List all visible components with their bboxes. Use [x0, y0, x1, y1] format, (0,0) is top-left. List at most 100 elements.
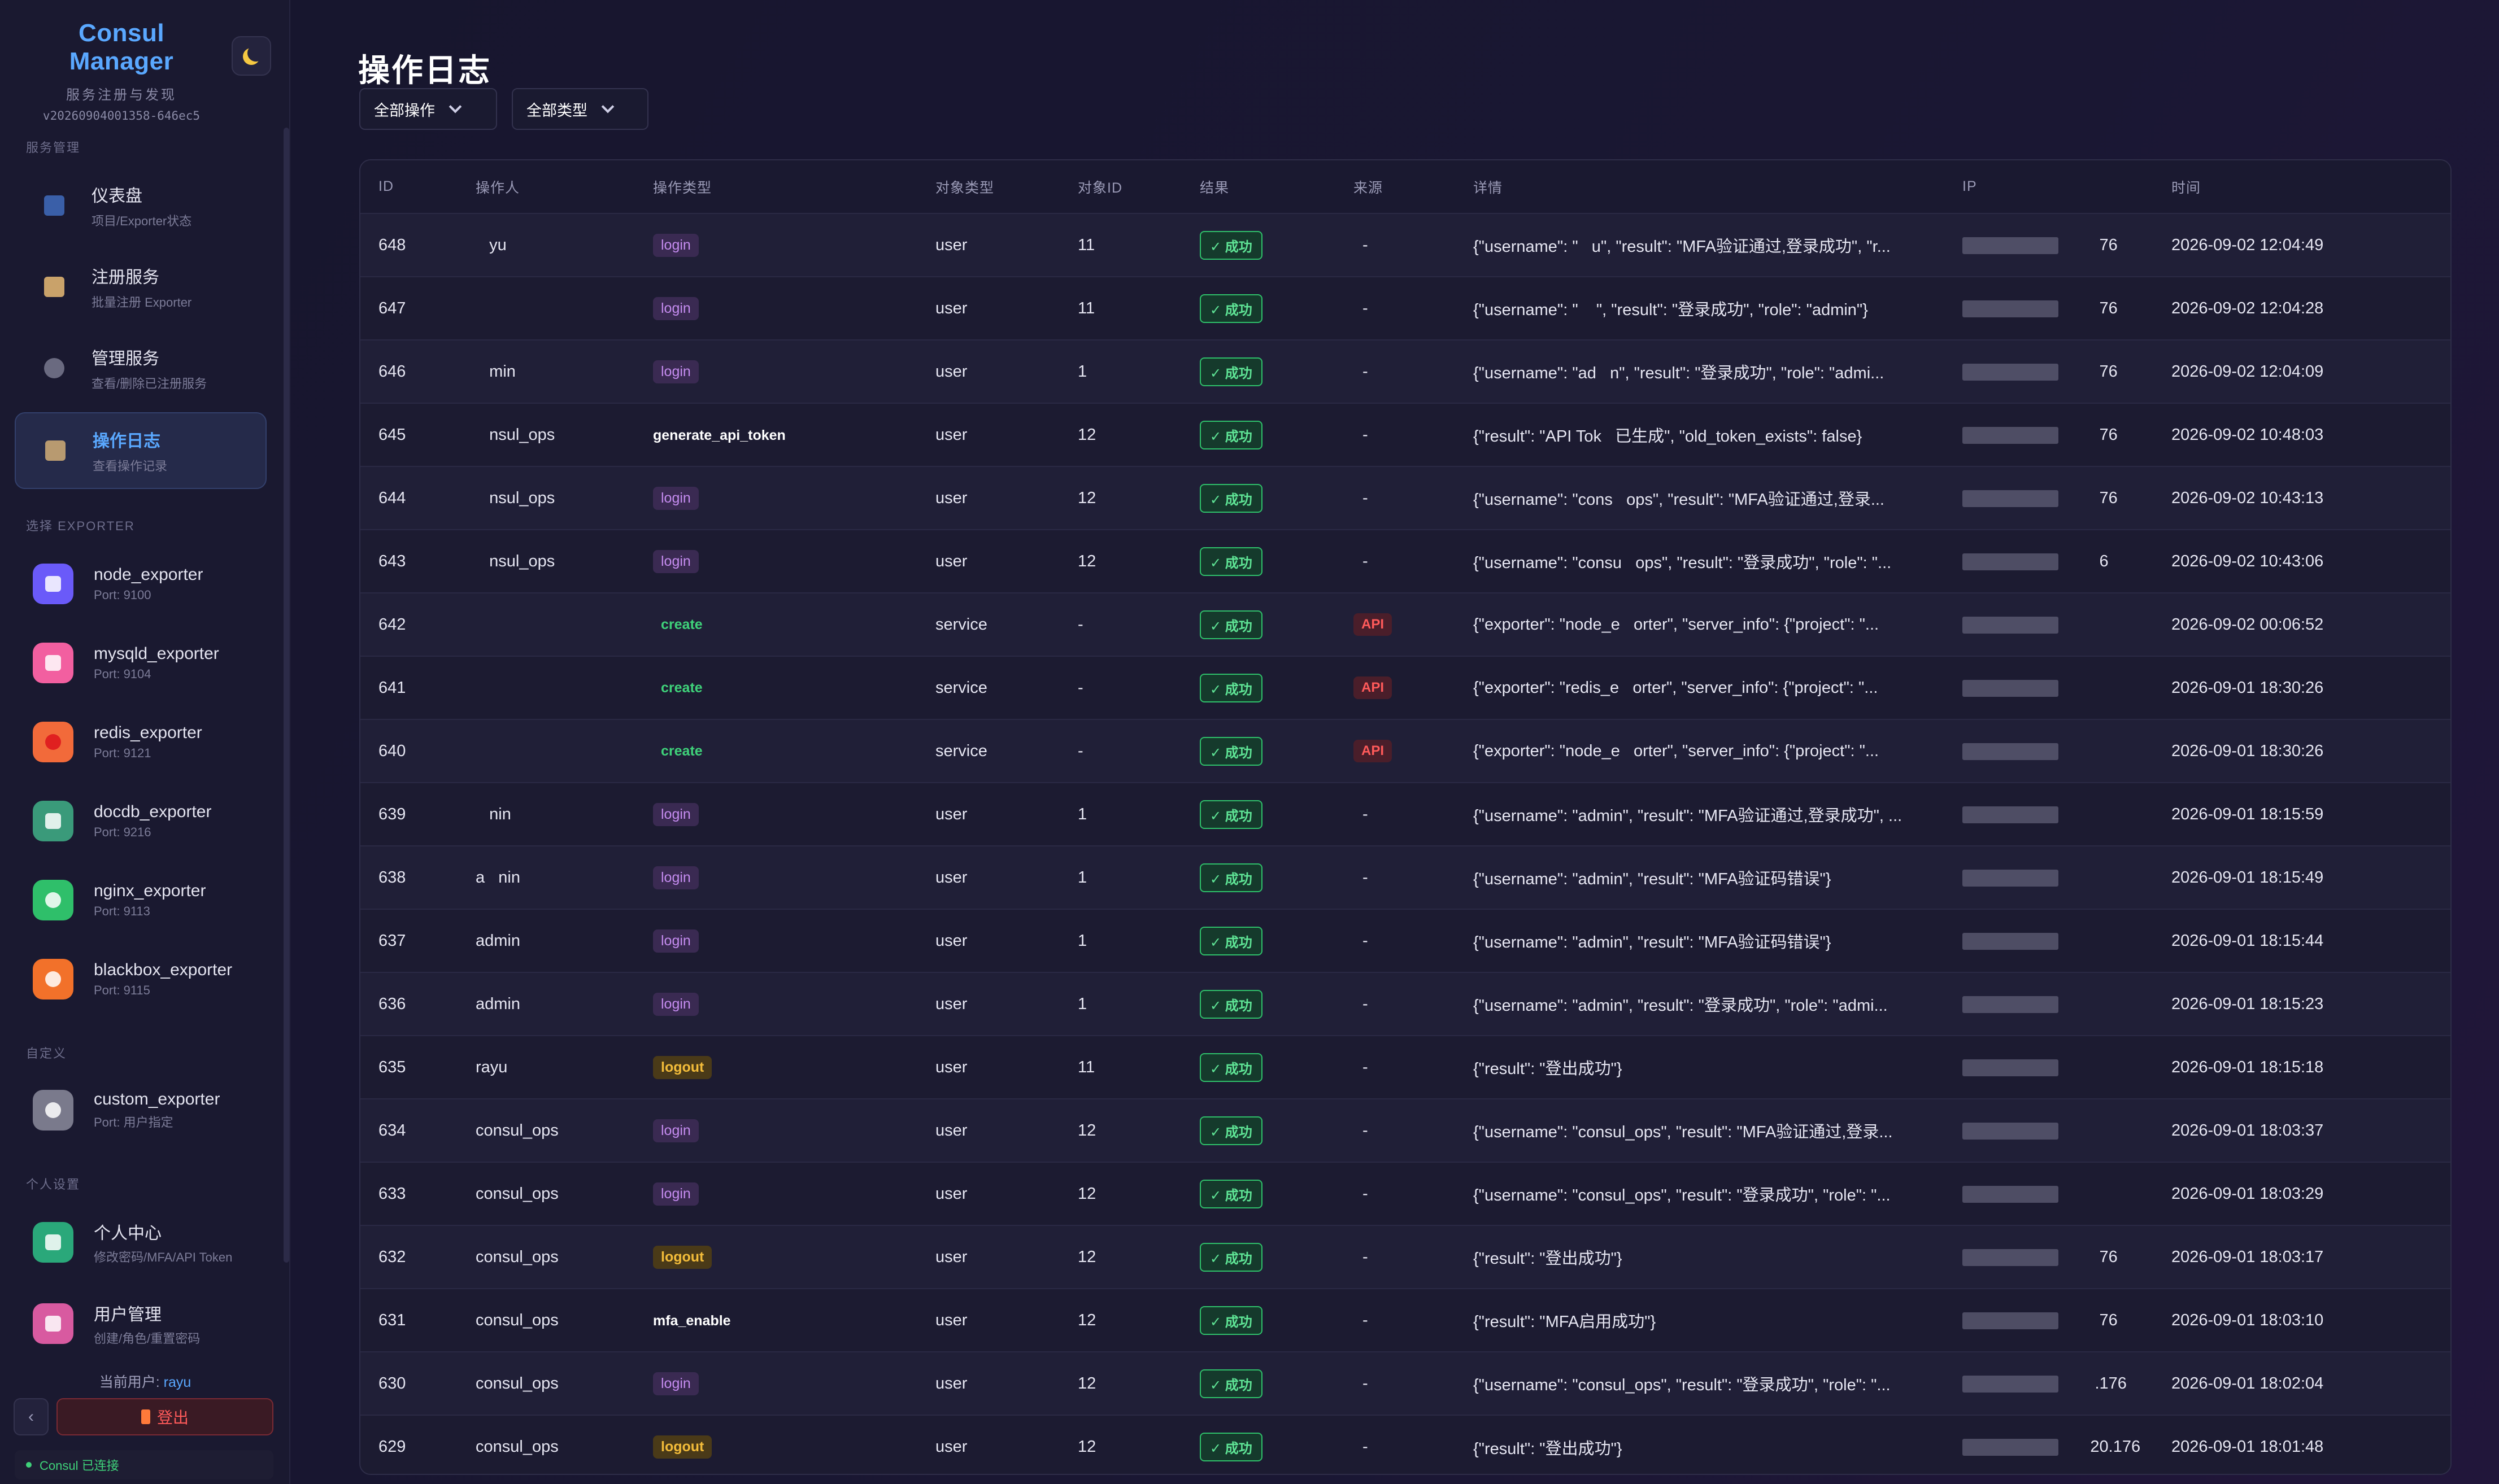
table-row[interactable]: 637 admin login user 1 ✓ 成功 - {"username": "adm…: [360, 909, 2450, 972]
cell-detail[interactable]: {"username": "consul_ops", "result": "登录…: [1473, 1186, 1891, 1204]
table-row[interactable]: 629 consul_ops logout user 12 ✓ 成功 - {"result":…: [360, 1415, 2450, 1474]
exporter-blackbox[interactable]: blackbox_exporter Port: 9115: [15, 945, 267, 1013]
table-row[interactable]: 638 a nin login user 1 ✓ 成功 - {"username": "adm…: [360, 846, 2450, 909]
cell-source: API: [1335, 593, 1455, 656]
ip-text: 76: [2058, 1247, 2118, 1266]
table-row[interactable]: 632 consul_ops logout user 12 ✓ 成功 - {"result":…: [360, 1225, 2450, 1289]
cell-source: -: [1335, 783, 1455, 846]
moon-icon: [247, 45, 264, 62]
table-row[interactable]: 635 rayu logout user 11 ✓ 成功 - {"result": "登出成功…: [360, 1036, 2450, 1099]
result-badge: ✓ 成功: [1200, 800, 1262, 829]
cell-detail[interactable]: {"username": "admin", "result": "登录成功", …: [1473, 997, 1888, 1015]
op-type-badge: login: [653, 296, 699, 320]
nav-item-logs[interactable]: 操作日志 查看操作记录: [15, 412, 267, 489]
filter-type-select[interactable]: 全部类型: [512, 88, 648, 130]
filter-action-select[interactable]: 全部操作: [359, 88, 497, 130]
table-row[interactable]: 647 login user 11 ✓ 成功 - {"username": " ", "re…: [360, 277, 2450, 340]
nav-item-manage[interactable]: 管理服务 查看/删除已注册服务: [15, 330, 267, 407]
cell-detail[interactable]: {"exporter": "node_e orter", "server_inf…: [1473, 615, 1879, 634]
theme-toggle-button[interactable]: [232, 36, 271, 76]
cell-detail[interactable]: {"username": "admin", "result": "MFA验证码错…: [1473, 870, 1831, 888]
column-header[interactable]: 对象类型: [935, 180, 995, 196]
table-row[interactable]: 631 consul_ops mfa_enable user 12 ✓ 成功 - {"resu…: [360, 1289, 2450, 1352]
table-row[interactable]: 644 nsul_ops login user 12 ✓ 成功 - {"username":…: [360, 466, 2450, 530]
table-row[interactable]: 633 consul_ops login user 12 ✓ 成功 - {"username"…: [360, 1162, 2450, 1225]
cell-detail[interactable]: {"exporter": "node_e orter", "server_inf…: [1473, 741, 1879, 760]
cell-detail[interactable]: {"exporter": "redis_e orter", "server_in…: [1473, 678, 1878, 697]
nav-title: 用户管理: [94, 1306, 162, 1324]
cell-source: -: [1335, 466, 1455, 530]
logout-button[interactable]: 登出: [56, 1398, 273, 1435]
nav-item-dashboard[interactable]: 仪表盘 项目/Exporter状态: [15, 167, 267, 244]
cell-detail[interactable]: {"username": "consul_ops", "result": "MF…: [1473, 1123, 1893, 1141]
exporter-mysqld[interactable]: mysqld_exporter Port: 9104: [15, 629, 267, 697]
table-row[interactable]: 634 consul_ops login user 12 ✓ 成功 - {"username"…: [360, 1099, 2450, 1162]
masked-ip: [1962, 869, 2058, 887]
column-header[interactable]: 对象ID: [1078, 180, 1123, 196]
source-text: -: [1362, 868, 1368, 887]
exporter-name: node_exporter: [94, 565, 203, 584]
cell-detail[interactable]: {"username": "ad n", "result": "登录成功", "…: [1473, 364, 1884, 382]
nav-item-user-management[interactable]: 用户管理 创建/角色/重置密码: [15, 1290, 267, 1358]
cell-object-id: 1: [1078, 805, 1087, 823]
table-row[interactable]: 636 admin login user 1 ✓ 成功 - {"username": "adm…: [360, 972, 2450, 1036]
docdb-exporter-icon: [33, 801, 73, 841]
sidebar-scrollbar[interactable]: [284, 128, 289, 1263]
result-badge: ✓ 成功: [1200, 989, 1262, 1019]
cell-detail[interactable]: {"result": "登出成功"}: [1473, 1439, 1622, 1458]
cell-detail[interactable]: {"result": "登出成功"}: [1473, 1250, 1622, 1268]
table-row[interactable]: 641 create service - ✓ 成功 API {"exporter": "re…: [360, 656, 2450, 719]
table-row[interactable]: 639 nin login user 1 ✓ 成功 - {"username": "admi…: [360, 783, 2450, 846]
result-badge: ✓ 成功: [1200, 547, 1262, 576]
exporter-node[interactable]: node_exporter Port: 9100: [15, 550, 267, 618]
redis-exporter-icon: [33, 722, 73, 762]
cell-id: 639: [378, 805, 406, 823]
table-row[interactable]: 648 yu login user 11 ✓ 成功 - {"username": " u",…: [360, 213, 2450, 277]
table-row[interactable]: 642 create service - ✓ 成功 API {"exporter": "no…: [360, 593, 2450, 656]
cell-object-type: user: [935, 552, 968, 570]
masked-ip: [1962, 1059, 2058, 1076]
table-row[interactable]: 645 nsul_ops generate_api_token user 12 ✓ 成功…: [360, 403, 2450, 466]
table-row[interactable]: 640 create service - ✓ 成功 API {"exporter": "no…: [360, 719, 2450, 783]
cell-ip: [1944, 1162, 2153, 1225]
exporter-custom[interactable]: custom_exporter Port: 用户指定: [15, 1076, 267, 1144]
cell-detail[interactable]: {"username": " ", "result": "登录成功", "rol…: [1473, 301, 1868, 319]
cell-detail[interactable]: {"result": "API Tok 已生成", "old_token_exi…: [1473, 427, 1862, 446]
exporter-nginx[interactable]: nginx_exporter Port: 9113: [15, 866, 267, 934]
cell-detail[interactable]: {"username": "admin", "result": "MFA验证码错…: [1473, 933, 1831, 951]
column-header[interactable]: 结果: [1200, 180, 1230, 196]
cell-time: 2026-09-02 10:43:13: [2171, 488, 2324, 507]
cell-detail[interactable]: {"result": "登出成功"}: [1473, 1060, 1622, 1078]
nav-item-register[interactable]: 注册服务 批量注册 Exporter: [15, 248, 267, 325]
cell-object-id: 11: [1078, 235, 1095, 254]
exporter-docdb[interactable]: docdb_exporter Port: 9216: [15, 787, 267, 855]
source-text: -: [1362, 552, 1368, 570]
cell-detail[interactable]: {"username": "consu ops", "result": "登录成…: [1473, 554, 1892, 572]
cell-ip: 76: [1944, 277, 2153, 340]
ip-text: .176: [2058, 1374, 2127, 1393]
column-header[interactable]: ID: [378, 178, 394, 194]
cell-detail[interactable]: {"username": "cons ops", "result": "MFA验…: [1473, 491, 1884, 509]
column-header[interactable]: 操作人: [476, 180, 520, 196]
cell-ip: [1944, 972, 2153, 1036]
op-type-badge: create: [661, 679, 703, 696]
cell-detail[interactable]: {"username": " u", "result": "MFA验证通过,登录…: [1473, 238, 1891, 256]
column-header[interactable]: IP: [1962, 178, 1977, 194]
masked-ip: [1962, 490, 2058, 507]
cell-object-type: user: [935, 299, 968, 317]
column-header[interactable]: 操作类型: [653, 180, 712, 196]
cell-detail[interactable]: {"username": "consul_ops", "result": "登录…: [1473, 1376, 1891, 1394]
nav-item-profile[interactable]: 个人中心 修改密码/MFA/API Token: [15, 1208, 267, 1276]
table-row[interactable]: 630 consul_ops login user 12 ✓ 成功 - {"username"…: [360, 1352, 2450, 1415]
collapse-sidebar-button[interactable]: ‹: [14, 1398, 49, 1435]
exporter-redis[interactable]: redis_exporter Port: 9121: [15, 708, 267, 776]
cell-op-type: create: [635, 593, 917, 656]
column-header[interactable]: 来源: [1353, 180, 1383, 196]
cell-detail[interactable]: {"username": "admin", "result": "MFA验证通过…: [1473, 807, 1902, 825]
column-header[interactable]: 详情: [1473, 180, 1503, 196]
table-row[interactable]: 646 min login user 1 ✓ 成功 - {"username": "ad n…: [360, 340, 2450, 403]
cell-detail[interactable]: {"result": "MFA启用成功"}: [1473, 1313, 1656, 1331]
column-header[interactable]: 时间: [2171, 180, 2201, 196]
table-row[interactable]: 643 nsul_ops login user 12 ✓ 成功 - {"username":…: [360, 530, 2450, 593]
cell-id: 636: [378, 994, 406, 1013]
